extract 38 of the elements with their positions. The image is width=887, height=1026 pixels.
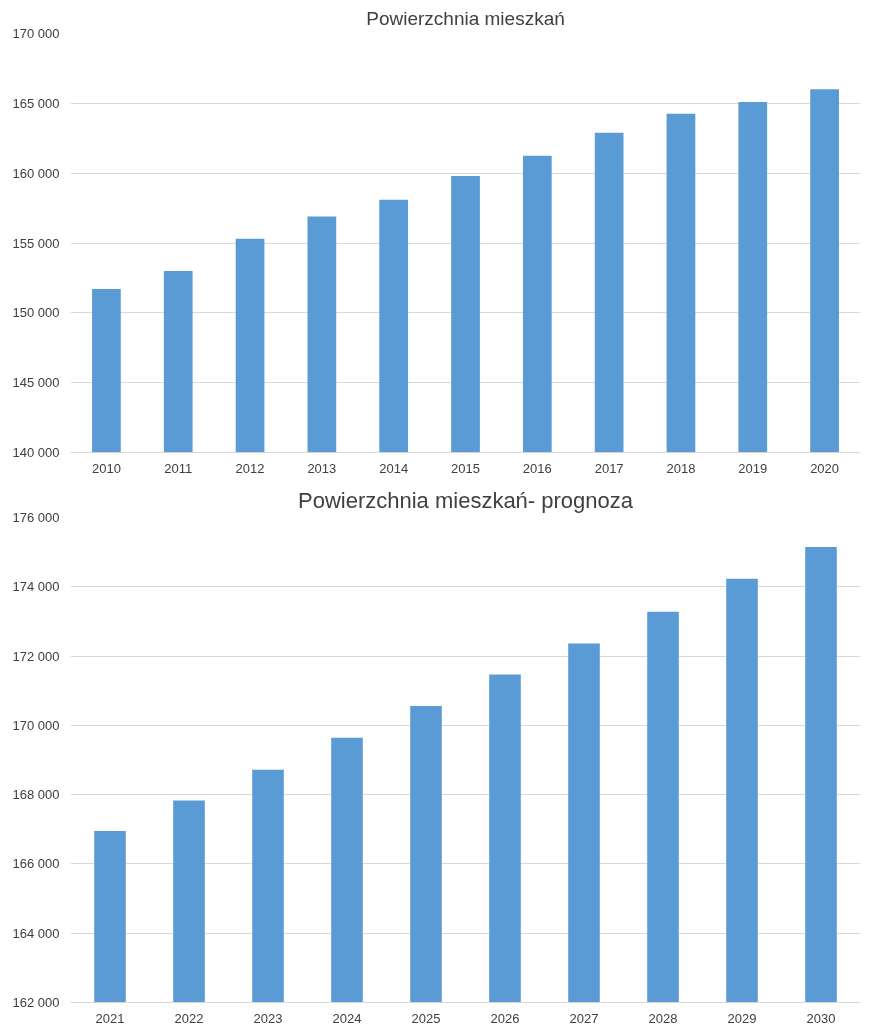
x-tick-label: 2011 <box>164 460 193 476</box>
y-tick-label: 165 000 <box>12 95 60 111</box>
x-tick-label: 2017 <box>594 460 624 476</box>
x-tick-label: 2010 <box>91 460 121 476</box>
y-tick-label: 172 000 <box>12 648 60 664</box>
y-tick-label: 164 000 <box>12 925 60 941</box>
x-tick-label: 2030 <box>806 1010 836 1026</box>
x-tick-label: 2023 <box>253 1010 283 1026</box>
x-tick-label: 2029 <box>727 1010 757 1026</box>
y-tick-label: 168 000 <box>12 787 60 803</box>
chart-title: Powierzchnia mieszkań <box>366 7 565 29</box>
x-tick-label: 2026 <box>490 1010 520 1026</box>
x-tick-label: 2018 <box>666 460 696 476</box>
y-tick-label: 170 000 <box>12 26 60 41</box>
y-tick-label: 145 000 <box>12 375 60 391</box>
y-tick-label: 170 000 <box>12 717 60 733</box>
x-tick-label: 2025 <box>411 1010 441 1026</box>
y-tick-label: 155 000 <box>12 235 60 251</box>
x-tick-label: 2020 <box>810 460 840 476</box>
x-tick-label: 2021 <box>95 1010 125 1026</box>
x-tick-label: 2016 <box>522 460 552 476</box>
x-tick-label: 2012 <box>235 460 265 476</box>
y-tick-label: 174 000 <box>12 579 60 595</box>
y-tick-label: 160 000 <box>12 165 60 181</box>
x-tick-label: 2027 <box>569 1010 599 1026</box>
x-tick-label: 2024 <box>332 1010 362 1026</box>
x-tick-label: 2015 <box>451 460 480 476</box>
y-tick-label: 140 000 <box>12 445 60 460</box>
x-tick-label: 2028 <box>648 1010 678 1026</box>
y-tick-label: 166 000 <box>12 856 60 872</box>
x-tick-label: 2014 <box>379 460 409 476</box>
y-tick-label: 176 000 <box>12 510 60 525</box>
y-tick-label: 162 000 <box>12 995 60 1010</box>
x-tick-label: 2013 <box>307 460 337 476</box>
x-tick-label: 2019 <box>738 460 768 476</box>
chart-title: Powierzchnia mieszkań- prognoza <box>297 487 634 513</box>
y-tick-label: 150 000 <box>12 305 60 321</box>
x-tick-label: 2022 <box>174 1010 204 1026</box>
